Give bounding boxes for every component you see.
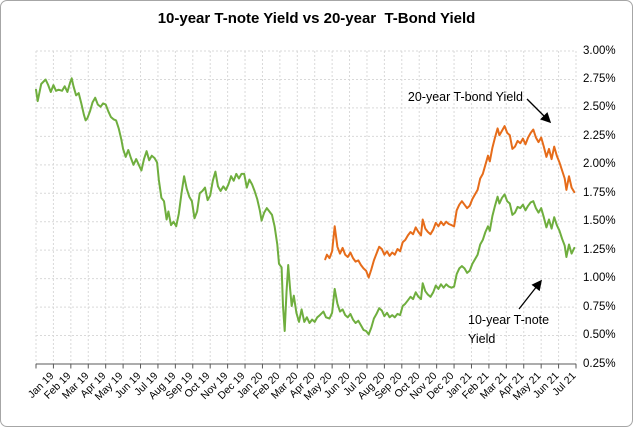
tbond20-line-series [324, 125, 576, 279]
y-axis-tick-label: 3.00% [583, 44, 616, 57]
gridlines [35, 50, 577, 365]
y-axis-tick-label: 0.50% [583, 329, 616, 342]
tbond20-annotation-arrow [526, 98, 552, 124]
y-axis-tick-label: 2.50% [583, 101, 616, 114]
y-axis-tick-label: 0.25% [583, 357, 616, 370]
y-axis-tick-label: 1.00% [583, 272, 616, 285]
y-axis-tick-label: 1.25% [583, 243, 616, 256]
tnote10-annotation-arrow [518, 279, 542, 310]
y-axis-tick-label: 0.75% [583, 300, 616, 313]
y-axis-tick-label: 2.25% [583, 129, 616, 142]
chart-title: 10-year T-note Yield vs 20-year T-Bond Y… [157, 10, 476, 27]
y-axis-tick-label: 2.00% [583, 158, 616, 171]
y-axis-tick-label: 2.75% [583, 72, 616, 85]
y-axis-tick-label: 1.75% [583, 186, 616, 199]
tnote10-line-series [35, 77, 576, 336]
tnote10-annotation-label: 10-year T-note Yield [468, 311, 549, 349]
y-axis-tick-label: 1.50% [583, 215, 616, 228]
tbond20-annotation-label: 20-year T-bond Yield [407, 90, 523, 104]
tnote10-annotation-line2: Yield [468, 331, 496, 346]
x-axis [35, 363, 577, 369]
tnote10-annotation-line1: 10-year T-note [468, 313, 550, 327]
